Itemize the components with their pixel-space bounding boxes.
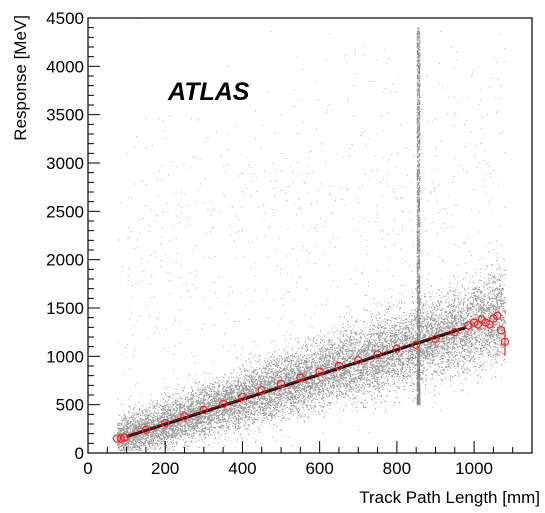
profile-point xyxy=(450,327,459,337)
y-tick-label: 2500 xyxy=(46,202,84,221)
profile-point xyxy=(218,399,228,408)
plot-frame xyxy=(87,17,533,454)
y-tick-label: 500 xyxy=(56,396,84,415)
x-tick-label: 400 xyxy=(228,459,256,478)
profile-point xyxy=(431,334,440,344)
profile-point xyxy=(199,405,209,415)
y-tick-label: 3000 xyxy=(46,154,84,173)
x-axis: 0 200 400 600 800 1000 xyxy=(83,441,533,478)
profile-point xyxy=(238,392,247,402)
profile-point xyxy=(315,367,324,376)
scatter-spike xyxy=(416,27,421,406)
fit-line-highlight xyxy=(126,326,467,437)
profile-point xyxy=(500,337,510,347)
y-axis: 0 500 1000 1500 2000 2500 3000 3500 4000 4500 xyxy=(46,9,100,463)
profile-point xyxy=(141,425,151,434)
profile-point xyxy=(276,379,286,389)
y-tick-label: 1500 xyxy=(46,299,84,318)
x-tick-label: 200 xyxy=(151,459,179,478)
profile-point xyxy=(411,340,421,349)
x-tick-label: 600 xyxy=(305,459,333,478)
x-tick-label: 0 xyxy=(83,459,92,478)
profile-point xyxy=(296,373,305,382)
y-tick-label: 0 xyxy=(75,444,84,463)
profile-point xyxy=(116,434,126,443)
profile-point xyxy=(161,418,170,428)
vertical-spike-layer xyxy=(416,27,421,406)
profile-point xyxy=(354,356,363,365)
y-tick-label: 4500 xyxy=(46,9,84,28)
y-axis-title: Response [MeV] xyxy=(11,15,30,141)
x-axis-title: Track Path Length [mm] xyxy=(359,488,540,507)
y-tick-label: 1000 xyxy=(46,347,84,366)
y-tick-label: 3500 xyxy=(46,106,84,125)
profile-point xyxy=(257,385,266,395)
profile-point xyxy=(493,311,502,320)
profile-point xyxy=(485,320,494,329)
profile-point xyxy=(180,412,189,421)
profile-point xyxy=(469,318,479,327)
y-tick-label: 2000 xyxy=(46,251,84,270)
x-tick-label: 1000 xyxy=(455,459,493,478)
y-tick-label: 4000 xyxy=(46,57,84,76)
atlas-label: ATLAS xyxy=(167,78,250,106)
profile-point xyxy=(112,434,122,443)
profile-point xyxy=(373,350,382,359)
x-tick-label: 800 xyxy=(383,459,411,478)
profile-point xyxy=(120,433,129,442)
profile-point xyxy=(334,361,344,371)
profile-point xyxy=(392,344,402,353)
profile-points-layer xyxy=(112,311,510,443)
profile-point xyxy=(481,318,490,327)
